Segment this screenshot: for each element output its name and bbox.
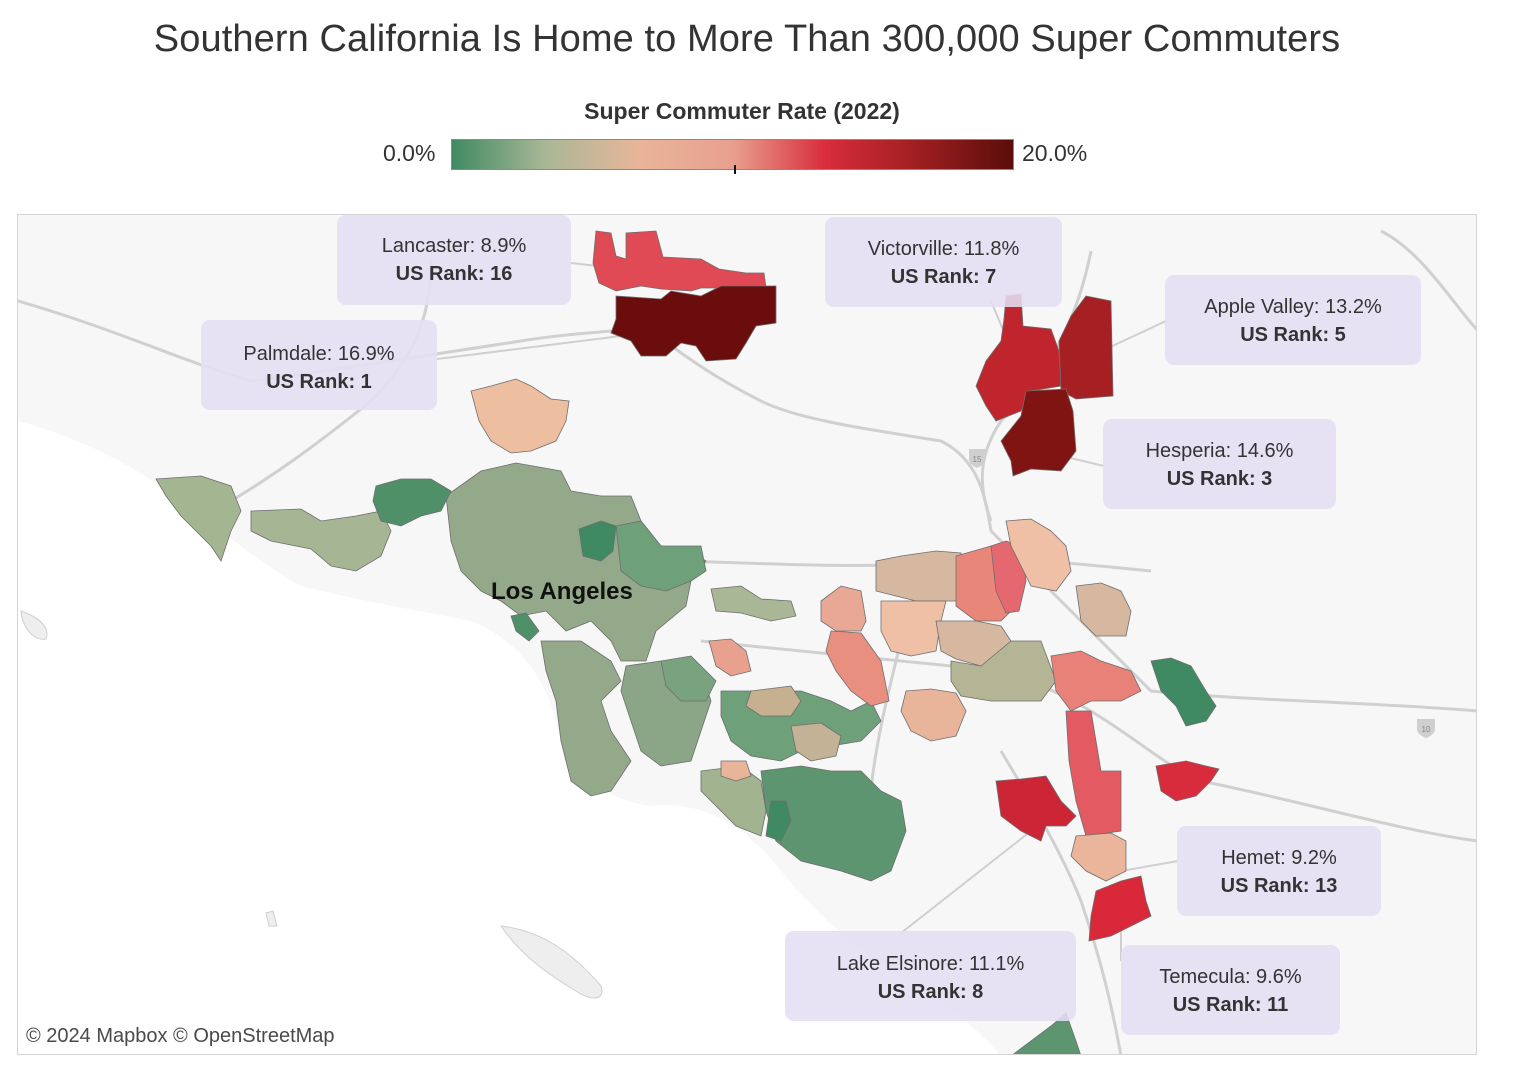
- city-rialto[interactable]: [1005, 518, 1072, 592]
- city-simi-valley[interactable]: [372, 478, 452, 527]
- callout-hesperia-rate: Hesperia: 14.6%: [1145, 440, 1294, 462]
- callout-lake-elsinore-rate: Lake Elsinore: 11.1%: [836, 953, 1025, 975]
- city-palmdale[interactable]: [610, 285, 777, 362]
- city-mission-viejo[interactable]: [765, 800, 792, 842]
- callout-palmdale[interactable]: Palmdale: 16.9% US Rank: 1: [201, 320, 437, 410]
- city-perris[interactable]: [1065, 710, 1122, 837]
- city-thousand-oaks[interactable]: [250, 508, 392, 572]
- city-jurupa[interactable]: [950, 640, 1057, 702]
- city-west-covina[interactable]: [708, 638, 752, 677]
- callout-temecula-rank: US Rank: 11: [1172, 994, 1289, 1016]
- callout-lake-elsinore[interactable]: Lake Elsinore: 11.1% US Rank: 8: [785, 931, 1076, 1021]
- callout-apple-valley-rank: US Rank: 5: [1240, 324, 1346, 346]
- city-costa-mesa[interactable]: [720, 760, 752, 782]
- city-chino-hills[interactable]: [820, 585, 867, 632]
- chart-title: Southern California Is Home to More Than…: [153, 18, 1341, 60]
- legend-max-label: 20.0%: [1022, 140, 1088, 166]
- city-irvine[interactable]: [760, 765, 907, 882]
- shield-label: 15: [973, 455, 982, 464]
- city-fullerton[interactable]: [745, 685, 802, 717]
- city-santa-monica[interactable]: [510, 612, 540, 642]
- city-lancaster[interactable]: [592, 230, 767, 292]
- city-ontario[interactable]: [880, 600, 947, 657]
- legend-min-label: 0.0%: [383, 140, 436, 166]
- callout-hemet[interactable]: Hemet: 9.2% US Rank: 13: [1177, 826, 1381, 916]
- island: [20, 610, 48, 640]
- city-corona[interactable]: [900, 688, 967, 742]
- city-temecula[interactable]: [1088, 875, 1152, 942]
- city-los-angeles[interactable]: [445, 462, 707, 662]
- callout-hemet-rate: Hemet: 9.2%: [1221, 847, 1337, 869]
- city-murrieta[interactable]: [1070, 832, 1127, 882]
- city-hesperia[interactable]: [1000, 388, 1077, 477]
- callout-hesperia[interactable]: Hesperia: 14.6% US Rank: 3: [1103, 419, 1336, 509]
- city-chino[interactable]: [825, 630, 890, 707]
- callout-lancaster[interactable]: Lancaster: 8.9% US Rank: 16: [337, 215, 571, 305]
- city-whittier[interactable]: [660, 655, 717, 702]
- interstate-15-shield: 15: [969, 449, 985, 468]
- city-gateway-cities[interactable]: [540, 640, 632, 797]
- callout-victorville-rate: Victorville: 11.8%: [867, 238, 1020, 260]
- callout-lancaster-rank: US Rank: 16: [395, 263, 513, 285]
- callout-hesperia-rank: US Rank: 3: [1166, 468, 1273, 490]
- city-orange[interactable]: [790, 722, 842, 762]
- legend-title: Super Commuter Rate (2022): [584, 98, 900, 124]
- callout-apple-valley-rate: Apple Valley: 13.2%: [1204, 296, 1382, 318]
- city-el-monte[interactable]: [710, 585, 797, 622]
- island: [499, 925, 603, 999]
- shield-label: 10: [1422, 725, 1431, 734]
- callout-hemet-rank: US Rank: 13: [1220, 875, 1338, 897]
- city-santa-clarita[interactable]: [470, 378, 570, 454]
- map-attribution[interactable]: © 2024 Mapbox © OpenStreetMap: [21, 1023, 340, 1050]
- callout-lancaster-rate: Lancaster: 8.9%: [381, 235, 527, 257]
- city-hemet[interactable]: [1155, 760, 1220, 802]
- ocean: [18, 421, 1000, 1054]
- city-apple-valley[interactable]: [1058, 295, 1114, 400]
- city-pasadena[interactable]: [578, 520, 617, 562]
- city-pomona[interactable]: [875, 550, 967, 602]
- color-scale-tick: [734, 165, 736, 174]
- los-angeles-label: Los Angeles: [491, 578, 633, 605]
- callout-palmdale-rank: US Rank: 1: [266, 371, 372, 393]
- callout-lake-elsinore-rank: US Rank: 8: [877, 981, 984, 1003]
- map[interactable]: 15 10: [17, 214, 1477, 1055]
- callout-temecula[interactable]: Temecula: 9.6% US Rank: 11: [1121, 945, 1340, 1035]
- city-redlands[interactable]: [1075, 582, 1132, 637]
- color-scale-bar: [451, 139, 1014, 170]
- city-victorville[interactable]: [975, 293, 1062, 422]
- city-lake-elsinore[interactable]: [995, 775, 1077, 842]
- callout-apple-valley[interactable]: Apple Valley: 13.2% US Rank: 5: [1165, 275, 1421, 365]
- callout-victorville-rank: US Rank: 7: [890, 266, 997, 288]
- city-moreno-valley[interactable]: [1050, 650, 1142, 712]
- callout-palmdale-rate: Palmdale: 16.9%: [243, 343, 395, 365]
- island: [265, 910, 278, 927]
- city-banning[interactable]: [1150, 657, 1217, 727]
- interstate-10-shield: 10: [1417, 719, 1435, 738]
- callout-victorville[interactable]: Victorville: 11.8% US Rank: 7: [825, 217, 1062, 307]
- city-san-gabriel-valley[interactable]: [615, 520, 707, 592]
- callout-temecula-rate: Temecula: 9.6%: [1159, 966, 1302, 988]
- city-malibu-area[interactable]: [155, 475, 242, 562]
- city-polygons: [155, 230, 1220, 1054]
